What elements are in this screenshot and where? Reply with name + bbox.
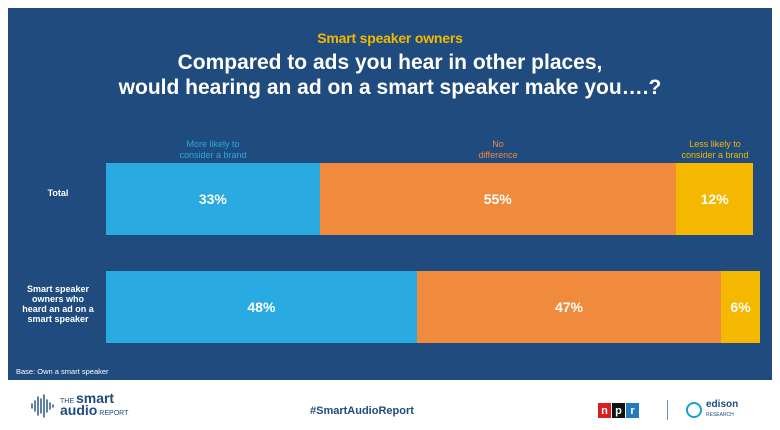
row-label: Total (14, 188, 102, 198)
row-label-line: smart speaker (27, 314, 89, 324)
row-label-line: Total (47, 188, 69, 198)
edison-sub: RESEARCH (706, 412, 734, 418)
bar-segment: 6% (721, 271, 760, 343)
sar-audio: audio (60, 402, 98, 418)
legend-item-line: No (492, 139, 504, 149)
edison-circle-icon (686, 402, 702, 418)
legend-item: Less likely to consider a brand (660, 139, 770, 161)
chart-title-line-2: would hearing an ad on a smart speaker m… (118, 76, 662, 99)
npr-letter: r (626, 403, 639, 418)
chart-slide: Smart speaker owners Compared to ads you… (8, 8, 772, 380)
row-label-line: Smart speaker (26, 284, 90, 294)
stacked-bar: 48% 47% 6% (106, 271, 760, 343)
stacked-bar: 33% 55% 12% (106, 163, 760, 235)
bar-segment: 33% (106, 163, 320, 235)
bar-segment: 55% (319, 163, 676, 235)
legend-item: No difference (443, 139, 553, 161)
hashtag: #SmartAudioReport (310, 405, 414, 417)
smart-audio-report-logo: THE smart audio REPORT (30, 391, 129, 418)
edison-research-logo: edison RESEARCH (686, 400, 738, 420)
sar-the: THE (60, 398, 74, 405)
data-label: 6% (730, 299, 751, 315)
row-label-line: owners who (31, 294, 84, 304)
chart-subtitle: Smart speaker owners (317, 30, 463, 46)
footer-divider (667, 400, 668, 420)
data-label: 55% (483, 191, 512, 207)
chart-title-line-1: Compared to ads you hear in other places… (177, 51, 603, 74)
legend-item: More likely to consider a brand (158, 139, 268, 161)
bar-segment: 12% (675, 163, 754, 235)
npr-letter: p (612, 403, 625, 418)
data-label: 12% (700, 191, 729, 207)
data-label: 47% (554, 299, 583, 315)
legend-item-line: difference (478, 150, 518, 160)
footer: THE smart audio REPORT #SmartAudioReport… (0, 380, 780, 430)
legend-item-line: More likely to (186, 139, 240, 149)
soundwave-icon (31, 394, 54, 418)
data-label: 48% (247, 299, 276, 315)
bar-segment: 48% (106, 271, 417, 343)
smart-audio-report-wordmark: THE smart audio REPORT (60, 391, 129, 418)
row-label-line: heard an ad on a (22, 304, 94, 314)
base-note: Base: Own a smart speaker (16, 367, 109, 376)
npr-letter: n (598, 403, 611, 418)
legend-item-line: Less likely to (689, 139, 741, 149)
legend-item-line: consider a brand (179, 150, 247, 160)
edison-name: edison (706, 399, 739, 410)
bar-segment: 47% (416, 271, 722, 343)
legend-item-line: consider a brand (681, 150, 749, 160)
sar-smart: smart (75, 390, 115, 406)
chart-title: Compared to ads you hear in other places… (8, 50, 772, 100)
sar-report: REPORT (99, 410, 129, 417)
data-label: 33% (198, 191, 227, 207)
